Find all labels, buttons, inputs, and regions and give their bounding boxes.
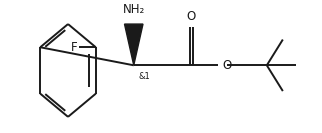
Text: NH₂: NH₂	[123, 3, 145, 16]
Text: O: O	[222, 59, 231, 72]
Polygon shape	[125, 24, 143, 65]
Text: F: F	[71, 41, 78, 54]
Text: O: O	[187, 10, 196, 23]
Text: &1: &1	[138, 72, 150, 81]
